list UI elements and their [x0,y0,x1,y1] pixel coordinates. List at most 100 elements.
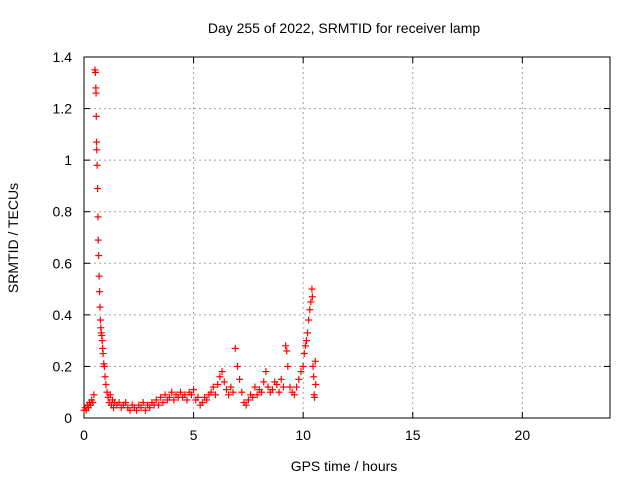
data-point [306,306,314,314]
y-tick-label: 0.8 [53,204,73,220]
y-tick-label: 0 [64,410,72,426]
data-point [279,383,287,391]
data-point [94,213,102,221]
x-tick-label: 10 [295,427,311,443]
data-point [233,362,241,370]
y-tick-label: 1.2 [53,101,73,117]
data-point [198,399,206,407]
data-point [284,362,292,370]
data-point [203,396,211,404]
data-points [80,66,320,414]
data-point [309,362,317,370]
data-point [242,401,250,409]
data-point [300,350,308,358]
data-point [227,383,235,391]
data-point [157,393,165,401]
data-point [146,404,154,412]
data-point [244,396,252,404]
data-point [133,406,141,414]
data-point [214,380,222,388]
data-point [100,362,108,370]
data-point [95,252,103,260]
data-point [96,288,104,296]
grid [84,57,610,418]
data-point [275,388,283,396]
data-point [101,373,109,381]
data-point [249,393,257,401]
data-point [94,236,102,244]
data-point [209,383,217,391]
data-point [99,350,107,358]
data-point [161,391,169,399]
plot-frame [83,56,611,419]
data-point [187,391,195,399]
data-point [310,373,318,381]
chart-title: Day 255 of 2022, SRMTID for receiver lam… [208,20,481,36]
data-point [155,401,163,409]
data-point [305,316,313,324]
x-tick-label: 5 [190,427,198,443]
data-point [102,380,110,388]
data-point [93,146,101,154]
x-tick-label: 20 [515,427,531,443]
data-point [260,378,268,386]
data-point [170,396,178,404]
data-point [222,386,230,394]
data-point [304,329,312,337]
data-point [231,344,239,352]
data-point [251,383,259,391]
data-point [159,399,167,407]
x-axis-label: GPS time / hours [291,458,398,474]
data-point [283,347,291,355]
data-point [268,386,276,394]
data-point [236,375,244,383]
data-point [92,138,100,146]
data-point [126,406,134,414]
data-point [216,373,224,381]
y-tick-label: 0.2 [53,358,73,374]
data-point [165,393,173,401]
data-point [286,383,294,391]
data-point [301,342,309,350]
data-point [262,368,270,376]
data-point [106,391,114,399]
data-point [212,391,219,399]
data-point [181,391,189,399]
data-point [168,388,176,396]
data-point [258,388,266,396]
data-point [308,293,316,301]
axis-ticks: 0 5 10 15 20 0 0.2 0.4 0.6 0.8 1 1.2 1.4 [53,49,610,443]
data-point [92,89,100,97]
data-point [194,393,202,401]
data-point [96,303,104,311]
data-point [311,393,319,401]
data-point [141,406,149,414]
data-point [95,272,103,280]
data-point [91,68,99,76]
data-point [190,386,198,394]
data-point [295,375,303,383]
data-point [308,285,316,293]
data-point [93,161,101,169]
data-point [152,396,160,404]
data-point [139,399,147,407]
data-point [229,388,237,396]
data-point [264,383,272,391]
data-point [92,112,100,120]
y-tick-label: 1 [64,152,72,168]
data-point [115,399,123,407]
data-point [207,388,215,396]
x-tick-label: 0 [80,427,88,443]
data-point [94,185,102,193]
data-point [273,380,281,388]
data-point [90,391,98,399]
data-point [277,375,285,383]
data-point [183,396,191,404]
data-point [176,388,184,396]
y-tick-label: 1.4 [53,49,73,65]
y-axis-label: SRMTID / TECUs [5,183,21,293]
data-point [238,388,246,396]
data-point [98,337,106,345]
x-tick-label: 15 [405,427,421,443]
